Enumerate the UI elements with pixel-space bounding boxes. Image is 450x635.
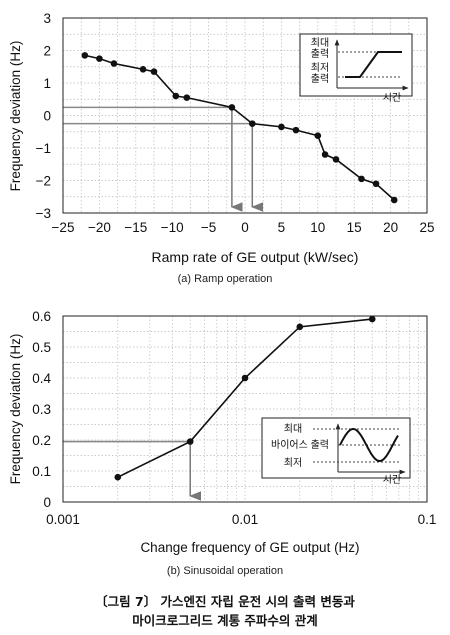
ramp-x-tick-label: −15	[124, 220, 147, 235]
sine-data-point	[296, 323, 304, 331]
sine-inset-min-label: 최저	[284, 457, 302, 469]
ramp-data-point	[139, 66, 147, 73]
ramp-y-tick-label: 2	[43, 44, 51, 59]
ramp-y-tick-label: −2	[36, 174, 51, 189]
sine-y-tick-label: 0.3	[32, 402, 51, 417]
sine-y-tick-label: 0.6	[32, 309, 51, 324]
ramp-data-point	[96, 55, 103, 62]
sine-x-tick-label: 0.1	[418, 512, 437, 527]
ramp-x-tick-label: 15	[347, 220, 362, 235]
sine-y-tick-label: 0.4	[32, 371, 51, 386]
ramp-x-tick-label: −10	[161, 220, 184, 235]
ramp-data-point	[321, 151, 329, 158]
ramp-data-point	[172, 92, 180, 100]
sine-inset-signal	[339, 428, 399, 463]
ramp-data-point	[110, 60, 118, 67]
ramp-y-tick-label: −3	[36, 206, 51, 221]
ramp-chart-guides	[63, 106, 264, 212]
ramp-inset: 최대 출력 최저 출력 시간	[299, 33, 413, 104]
ramp-data-point	[292, 126, 300, 134]
ramp-chart-frame	[62, 17, 428, 214]
ramp-data-point	[183, 94, 191, 101]
ramp-chart-x-axis-label: Ramp rate of GE output (kW/sec)	[152, 249, 359, 265]
ramp-chart-y-axis-label: Frequency deviation (Hz)	[8, 41, 23, 192]
sine-x-tick-label: 0.001	[46, 512, 80, 527]
ramp-x-tick-label: −20	[88, 220, 111, 235]
ramp-x-tick-label: 25	[419, 220, 434, 235]
ramp-x-tick-label: 20	[383, 220, 398, 235]
ramp-inset-min-label-1: 최저	[311, 62, 329, 74]
ramp-inset-min-label-2: 출력	[311, 73, 329, 85]
sine-chart-x-axis-label: Change frequency of GE output (Hz)	[140, 540, 359, 555]
ramp-y-tick-label: −1	[36, 141, 51, 156]
sine-y-tick-label: 0.5	[32, 340, 51, 355]
ramp-x-tick-label: 5	[278, 220, 286, 235]
sine-chart-series	[114, 315, 376, 481]
ramp-data-point	[228, 104, 236, 111]
ramp-inset-max-label-2: 출력	[311, 48, 329, 60]
sine-chart-frame	[62, 315, 428, 503]
ramp-data-point	[150, 68, 158, 75]
ramp-y-tick-label: 0	[43, 109, 51, 124]
ramp-x-tick-label: 10	[310, 220, 325, 235]
sine-inset-time-label: 시간	[383, 474, 401, 486]
figure-caption-line-2: 마이크로그리드 계통 주파수의 관계	[132, 613, 318, 628]
sine-data-point	[114, 473, 122, 481]
ramp-chart-series	[81, 52, 398, 204]
sine-data-point	[186, 438, 194, 445]
sine-data-point	[241, 374, 249, 382]
ramp-data-point	[81, 52, 89, 59]
sine-chart-guides	[63, 440, 202, 501]
ramp-inset-signal	[345, 51, 402, 78]
ramp-y-tick-label: 1	[43, 76, 51, 91]
figure-caption-line-1: 〔그림 7〕 가스엔진 자립 운전 시의 출력 변동과	[95, 594, 355, 609]
sine-x-tick-label: 0.01	[232, 512, 258, 527]
ramp-data-point	[390, 196, 398, 204]
sine-data-point	[368, 315, 376, 323]
ramp-data-point	[372, 180, 380, 188]
ramp-data-point	[358, 175, 365, 183]
ramp-data-point	[278, 123, 285, 131]
ramp-inset-frame	[299, 33, 413, 97]
ramp-x-tick-label: 0	[241, 220, 249, 235]
sine-chart-y-axis-label: Frequency deviation (Hz)	[8, 334, 23, 485]
sine-chart-ticks: 0.001 0.01 0.1 0 0.1 0.2 0.3 0.4 0.5 0.6	[32, 309, 436, 527]
sine-y-tick-label: 0.2	[32, 433, 51, 448]
sine-inset: 최대 바이어스 출력 최저 시간	[261, 417, 411, 486]
sine-y-tick-label: 0.1	[32, 464, 51, 479]
ramp-y-tick-label: 3	[43, 11, 51, 26]
ramp-x-tick-label: −5	[201, 220, 216, 235]
sine-chart: 0.001 0.01 0.1 0 0.1 0.2 0.3 0.4 0.5 0.6 Change f…	[8, 309, 436, 555]
sine-y-tick-label: 0	[43, 495, 51, 510]
ramp-data-point	[248, 120, 256, 127]
sine-inset-max-label: 최대	[284, 423, 302, 435]
sine-panel-caption: (b) Sinusoidal operation	[166, 565, 284, 577]
ramp-x-tick-label: −25	[52, 220, 75, 235]
sine-inset-bias-label: 바이어스 출력	[271, 439, 329, 451]
ramp-data-point	[314, 132, 322, 139]
ramp-data-point	[332, 156, 340, 163]
ramp-panel-caption: (a) Ramp operation	[177, 273, 273, 285]
ramp-inset-max-label-1: 최대	[311, 37, 329, 49]
ramp-inset-time-label: 시간	[383, 92, 401, 104]
